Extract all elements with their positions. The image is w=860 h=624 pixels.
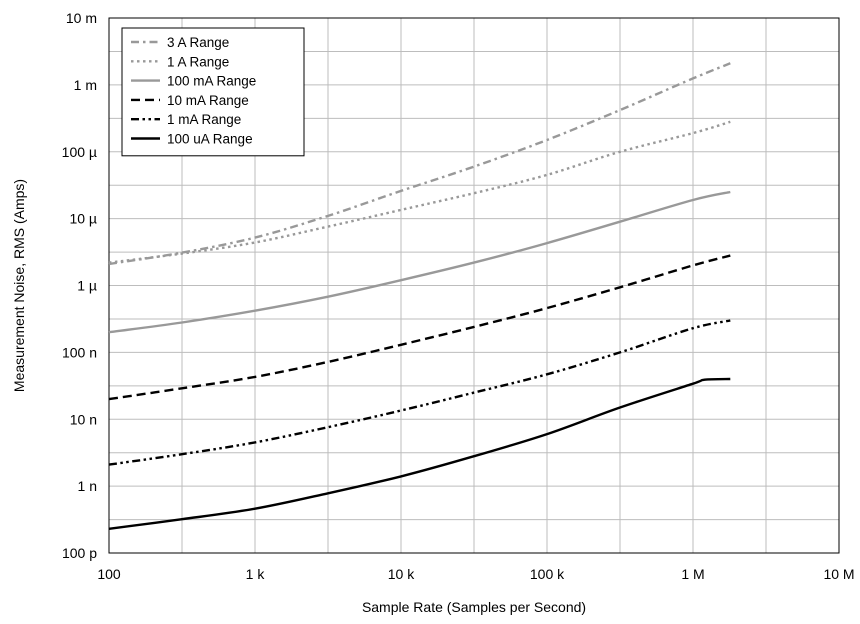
y-axis-title: Measurement Noise, RMS (Amps) (11, 179, 27, 392)
legend-label: 10 mA Range (167, 93, 249, 108)
y-tick-label: 10 m (66, 10, 97, 26)
series-lines (108, 62, 731, 530)
y-tick-label: 10 µ (69, 211, 97, 227)
x-tick-label: 100 k (530, 566, 565, 582)
plot-frame (108, 17, 840, 554)
x-axis-title: Sample Rate (Samples per Second) (362, 599, 586, 615)
x-tick-labels: 100 1 k 10 k 100 k 1 M 10 M (97, 566, 854, 582)
x-tick-label: 10 k (388, 566, 415, 582)
legend-label: 100 mA Range (167, 74, 256, 89)
series-line (108, 190, 731, 334)
y-tick-label: 100 µ (62, 144, 97, 160)
y-tick-label: 1 m (74, 77, 97, 93)
y-tick-label: 10 n (70, 411, 97, 427)
x-tick-label: 100 (97, 566, 121, 582)
legend-label: 1 A Range (167, 54, 229, 69)
x-tick-label: 1 k (246, 566, 266, 582)
y-tick-label: 100 n (62, 344, 97, 360)
x-tick-label: 10 M (823, 566, 854, 582)
legend-label: 100 uA Range (167, 132, 253, 147)
legend: 3 A Range 1 A Range 100 mA Range 10 mA Rang… (121, 27, 305, 157)
legend-label: 1 mA Range (167, 112, 241, 127)
series-line (108, 62, 731, 266)
series-line (108, 377, 731, 530)
y-tick-label: 100 p (62, 545, 97, 561)
series-line (108, 319, 731, 466)
y-tick-label: 1 n (78, 478, 97, 494)
grid (109, 18, 839, 553)
legend-label: 3 A Range (167, 35, 229, 50)
y-tick-labels: 100 p 1 n 10 n 100 n 1 µ 10 µ 100 µ 1 m 10 m (62, 10, 98, 561)
x-tick-label: 1 M (681, 566, 704, 582)
series-line (108, 254, 731, 401)
series-line (108, 120, 731, 264)
y-tick-label: 1 µ (77, 278, 97, 294)
legend-box (121, 27, 305, 157)
